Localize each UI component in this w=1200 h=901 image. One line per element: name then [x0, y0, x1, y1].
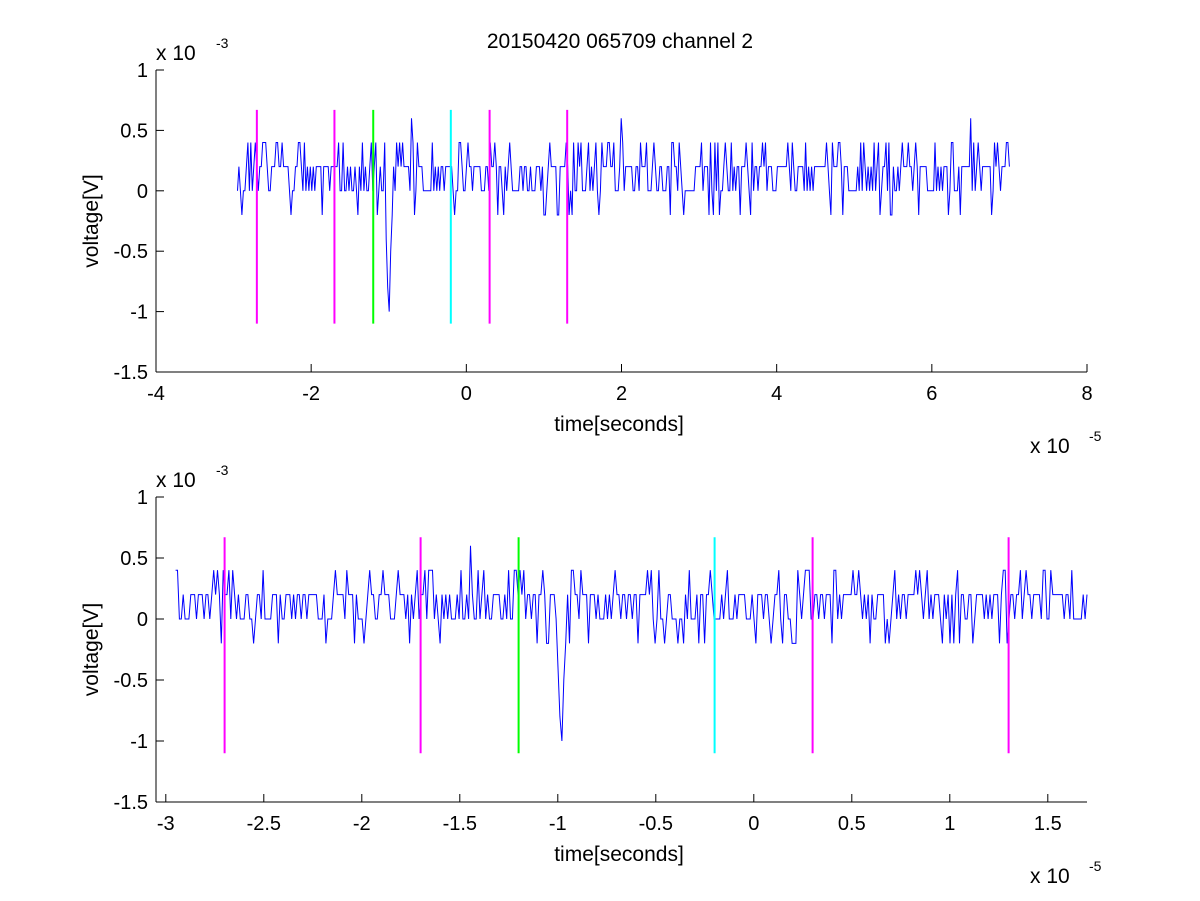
bottom-plot: -1.5 -1 -0.5 0 0.5 1 -3 -2.5 -2 -1.5 -1 -0.5 0 0.5 1 1.…	[80, 462, 1102, 888]
y-multiplier-exponent: -3	[216, 462, 229, 478]
y-tick-label: -0.5	[114, 670, 148, 692]
x-tick-label: 0	[748, 813, 759, 835]
x-tick-label: -1.5	[443, 813, 477, 835]
x-tick-label: 1	[944, 813, 955, 835]
x-tick-label: -1	[549, 813, 567, 835]
y-tick-label: -1.5	[114, 362, 148, 384]
x-axis-label: time[seconds]	[554, 413, 684, 436]
x-axis-label: time[seconds]	[554, 843, 684, 866]
x-tick-label: 4	[771, 383, 782, 405]
y-tick-label: 1	[137, 60, 148, 82]
x-tick-label: 8	[1081, 383, 1092, 405]
x-multiplier: x 10	[1030, 435, 1070, 458]
y-tick-label: 0	[137, 181, 148, 203]
x-tick-label: 2	[616, 383, 627, 405]
y-axis-label: voltage[V]	[80, 174, 103, 267]
x-tick-label: -3	[157, 813, 175, 835]
y-tick-label: 1	[137, 487, 148, 509]
x-tick-label: 0	[461, 383, 472, 405]
x-tick-label: -2	[353, 813, 371, 835]
x-tick-label: -2.5	[247, 813, 281, 835]
y-multiplier-exponent: -3	[216, 35, 229, 51]
x-multiplier-exponent: -5	[1089, 428, 1102, 444]
x-tick-label: -0.5	[639, 813, 673, 835]
signal-series	[175, 545, 1088, 742]
x-multiplier: x 10	[1030, 865, 1070, 888]
y-axis-label: voltage[V]	[80, 603, 103, 696]
x-tick-label: 1.5	[1034, 813, 1062, 835]
y-tick-label: -0.5	[114, 241, 148, 263]
y-tick-label: -1	[130, 302, 148, 324]
signal-series	[237, 118, 1010, 312]
y-tick-label: 0	[137, 609, 148, 631]
y-multiplier: x 10	[156, 469, 196, 492]
y-tick-label: 0.5	[120, 120, 148, 142]
x-tick-label: -2	[302, 383, 320, 405]
x-tick-label: 0.5	[838, 813, 866, 835]
figure-title: 20150420 065709 channel 2	[487, 30, 753, 53]
y-tick-label: -1	[130, 731, 148, 753]
x-multiplier-exponent: -5	[1089, 858, 1102, 874]
x-tick-label: -4	[147, 383, 165, 405]
y-tick-label: -1.5	[114, 792, 148, 814]
x-tick-label: 6	[926, 383, 937, 405]
top-plot: -1.5 -1 -0.5 0 0.5 1 -4 -2 0 2 4 6 8 time[seconds] vol…	[80, 35, 1102, 458]
y-multiplier: x 10	[156, 42, 196, 65]
y-tick-label: 0.5	[120, 548, 148, 570]
